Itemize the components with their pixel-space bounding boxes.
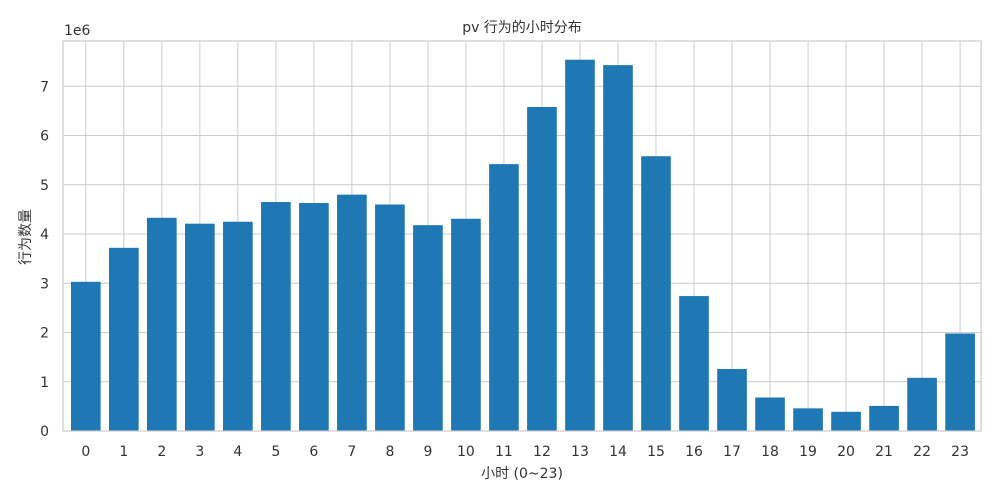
y-axis-label: 行为数量 <box>18 209 34 265</box>
x-tick-label: 20 <box>837 444 855 460</box>
bar <box>261 202 291 431</box>
bar <box>223 221 253 431</box>
x-tick-label: 3 <box>195 444 204 460</box>
x-tick-label: 2 <box>157 444 166 460</box>
x-tick-label: 5 <box>271 444 280 460</box>
bar <box>413 225 443 431</box>
x-tick-label: 15 <box>647 444 665 460</box>
bar <box>717 368 747 431</box>
y-tick-label: 4 <box>40 227 49 243</box>
bar <box>299 203 329 431</box>
bar <box>337 194 367 431</box>
x-tick-label: 6 <box>309 444 318 460</box>
x-tick-labels: 0 1 2 3 4 5 6 7 8 9 10 11 12 13 14 15 16 17 18 19 20 21 22 23 <box>81 444 969 460</box>
bar <box>869 405 899 431</box>
bar <box>641 156 671 431</box>
x-tick-label: 10 <box>457 444 475 460</box>
x-tick-label: 11 <box>495 444 513 460</box>
bar <box>679 296 709 431</box>
y-tick-labels: 0 1 2 3 4 5 6 7 <box>40 79 49 440</box>
y-scale-label: 1e6 <box>64 23 91 39</box>
x-tick-label: 13 <box>571 444 589 460</box>
x-tick-label: 17 <box>723 444 741 460</box>
bar <box>375 204 405 431</box>
y-tick-label: 1 <box>40 375 49 391</box>
bar <box>603 65 633 431</box>
x-tick-label: 8 <box>385 444 394 460</box>
x-tick-label: 22 <box>913 444 931 460</box>
bar <box>755 397 785 431</box>
bar <box>945 333 975 431</box>
x-tick-label: 12 <box>533 444 551 460</box>
plot-frame <box>62 40 982 432</box>
bar <box>147 217 177 431</box>
y-tick-label: 2 <box>40 326 49 342</box>
x-axis-label: 小时 (0~23) <box>481 466 563 482</box>
x-tick-label: 23 <box>951 444 969 460</box>
x-tick-label: 4 <box>233 444 242 460</box>
x-tick-label: 9 <box>423 444 432 460</box>
bar <box>108 247 139 431</box>
y-tick-label: 3 <box>40 276 49 292</box>
y-tick-label: 5 <box>40 178 49 194</box>
x-tick-label: 19 <box>799 444 817 460</box>
y-tick-label: 6 <box>40 129 49 145</box>
x-tick-label: 14 <box>609 444 627 460</box>
x-tick-label: 18 <box>761 444 779 460</box>
bar <box>527 106 557 431</box>
bar <box>831 411 861 431</box>
chart-title: pv 行为的小时分布 <box>462 20 582 36</box>
x-tick-label: 1 <box>119 444 128 460</box>
x-tick-label: 7 <box>347 444 356 460</box>
x-tick-label: 21 <box>875 444 893 460</box>
bar <box>70 281 101 431</box>
x-tick-label: 0 <box>81 444 90 460</box>
bar <box>451 218 481 431</box>
bar <box>565 59 595 431</box>
x-tick-label: 16 <box>685 444 703 460</box>
y-tick-label: 0 <box>40 424 49 440</box>
bar-series <box>70 59 975 431</box>
y-tick-label: 7 <box>40 79 49 95</box>
bar <box>489 164 519 431</box>
bar <box>793 408 823 431</box>
bar <box>185 223 215 431</box>
bar <box>907 377 937 431</box>
